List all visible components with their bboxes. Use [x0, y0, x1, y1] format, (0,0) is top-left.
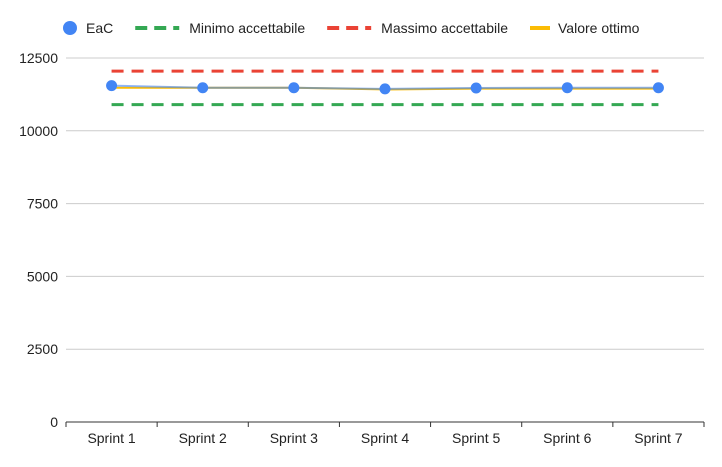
data-point: [288, 82, 300, 94]
y-axis: 0 2500 5000 7500 10000 12500: [19, 50, 58, 430]
x-tick-label: Sprint 7: [634, 430, 682, 446]
data-point: [379, 83, 391, 95]
y-tick-label: 10000: [19, 123, 58, 139]
legend-label: Massimo accettabile: [381, 20, 508, 36]
y-tick-label: 0: [50, 414, 58, 430]
series-layer: [106, 69, 664, 107]
y-tick-label: 5000: [27, 268, 58, 284]
legend-label: Minimo accettabile: [189, 20, 305, 36]
y-tick-label: 12500: [19, 50, 58, 66]
legend-marker: [63, 21, 77, 35]
x-tick-label: Sprint 3: [270, 430, 318, 446]
legend-label: EaC: [86, 20, 113, 36]
data-point: [652, 82, 664, 94]
gridlines: [66, 57, 704, 423]
x-tick-label: Sprint 1: [87, 430, 135, 446]
y-tick-label: 2500: [27, 341, 58, 357]
legend: EaC Minimo accettabile Massimo accettabile…: [63, 20, 640, 36]
data-point: [106, 80, 118, 92]
x-axis: Sprint 1 Sprint 2 Sprint 3 Sprint 4 Sprint 5…: [65, 422, 705, 446]
x-tick-label: Sprint 4: [361, 430, 409, 446]
data-point: [470, 82, 482, 94]
x-tick-label: Sprint 6: [543, 430, 591, 446]
legend-label: Valore ottimo: [558, 20, 640, 36]
x-tick-label: Sprint 5: [452, 430, 500, 446]
data-point: [561, 82, 573, 94]
data-point: [197, 82, 209, 94]
x-tick-label: Sprint 2: [179, 430, 227, 446]
y-tick-label: 7500: [27, 196, 58, 212]
